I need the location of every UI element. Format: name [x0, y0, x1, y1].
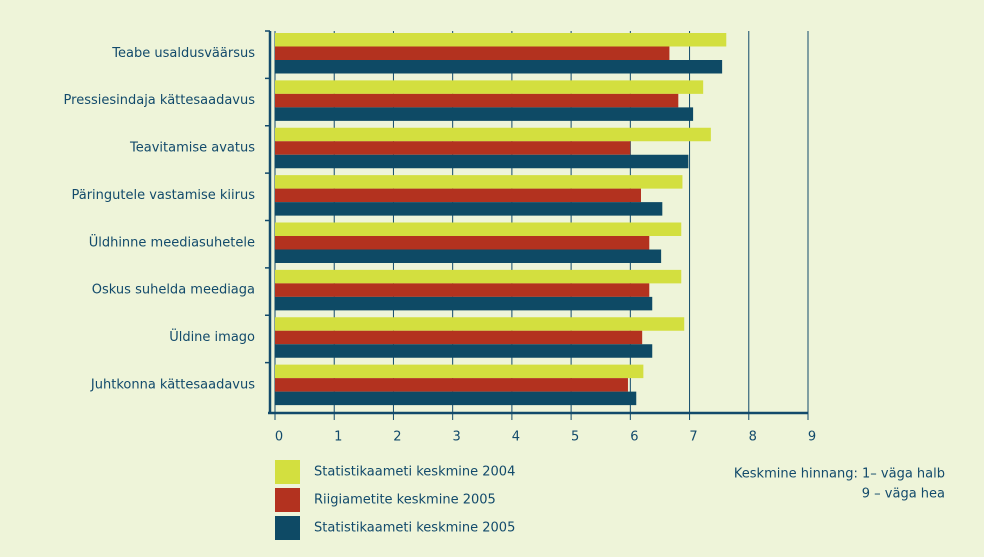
- bar: [275, 60, 723, 74]
- bar: [275, 188, 641, 203]
- bar: [275, 269, 682, 284]
- bar: [275, 317, 685, 331]
- bar: [275, 236, 650, 250]
- bar: [275, 364, 644, 379]
- bar: [275, 175, 683, 189]
- bar: [275, 107, 694, 121]
- x-tick-label: 4: [512, 430, 520, 445]
- bar: [275, 93, 679, 108]
- x-tick-label: 1: [334, 430, 342, 445]
- bar: [275, 378, 628, 392]
- legend-label: Riigiametite keskmine 2005: [314, 493, 496, 508]
- bar: [275, 141, 631, 155]
- y-tick-label: Juhtkonna kättesaadavus: [90, 377, 255, 392]
- bar: [275, 46, 670, 60]
- bar: [275, 154, 689, 169]
- legend-swatch: [275, 488, 300, 512]
- note: Keskmine hinnang: 1– väga halb: [734, 467, 945, 482]
- x-tick-label: 7: [689, 430, 697, 445]
- x-tick-label: 3: [453, 430, 461, 445]
- legend-label: Statistikaameti keskmine 2005: [314, 521, 515, 536]
- bar: [275, 202, 663, 216]
- note: 9 – väga hea: [862, 487, 945, 502]
- y-tick-label: Üldhinne meediasuhetele: [89, 233, 255, 250]
- y-tick-label: Teabe usaldusväärsus: [111, 46, 255, 61]
- y-tick-label: Teavitamise avatus: [129, 141, 255, 156]
- x-tick-label: 2: [393, 430, 401, 445]
- y-tick-label: Oskus suhelda meediaga: [92, 283, 255, 298]
- legend-swatch: [275, 460, 300, 484]
- bar: [275, 33, 727, 47]
- x-tick-label: 0: [275, 430, 283, 445]
- x-tick-label: 6: [630, 430, 638, 445]
- y-tick-label: Üldine imago: [169, 328, 255, 345]
- x-tick-label: 8: [749, 430, 757, 445]
- legend-swatch: [275, 516, 300, 540]
- x-tick-label: 9: [808, 430, 816, 445]
- legend-label: Statistikaameti keskmine 2004: [314, 465, 515, 480]
- bar: [275, 330, 643, 345]
- bar: [275, 296, 653, 311]
- bar: [275, 391, 637, 406]
- bar: [275, 344, 653, 358]
- bar: [275, 222, 682, 236]
- y-tick-label: Päringutele vastamise kiirus: [71, 188, 255, 203]
- bar: [275, 249, 662, 263]
- bar: [275, 283, 650, 297]
- bar: [275, 80, 704, 94]
- bar: [275, 127, 711, 142]
- y-tick-label: Pressiesindaja kättesaadavus: [64, 93, 256, 108]
- x-tick-label: 5: [571, 430, 579, 445]
